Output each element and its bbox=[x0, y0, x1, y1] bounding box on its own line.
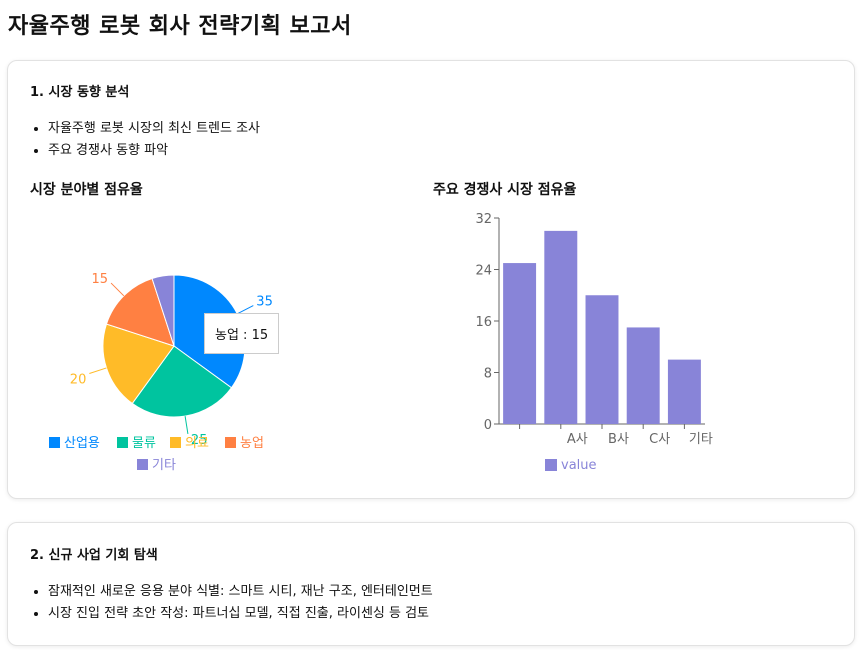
list-item: 잠재적인 새로운 응용 분야 식별: 스마트 시티, 재난 구조, 엔터테인먼트 bbox=[48, 581, 433, 603]
tooltip-separator: : bbox=[238, 328, 252, 343]
legend-swatch bbox=[49, 437, 60, 448]
bar bbox=[544, 230, 578, 424]
section-title: 1. 시장 동향 분석 bbox=[30, 85, 130, 100]
y-tick-label: 0 bbox=[484, 418, 492, 433]
tooltip-value: 15 bbox=[251, 328, 269, 343]
list-item: 시장 진입 전략 초안 작성: 파트너십 모델, 직접 진출, 라이센싱 등 검… bbox=[48, 603, 433, 625]
slice-label-line bbox=[89, 367, 107, 374]
y-tick-label: 8 bbox=[484, 367, 492, 382]
legend-swatch bbox=[117, 437, 128, 448]
slice-data-label: 35 bbox=[256, 295, 273, 310]
legend-label: value bbox=[561, 458, 597, 473]
legend-label: 의료 bbox=[185, 436, 209, 451]
legend-label: 농업 bbox=[240, 436, 264, 451]
slice-data-label: 25 bbox=[191, 433, 208, 448]
pie-slice bbox=[131, 345, 233, 418]
pie-slice bbox=[102, 323, 175, 405]
chart-tooltip: 농업 : 15 bbox=[204, 313, 280, 354]
section-title: 2. 신규 사업 기회 탐색 bbox=[30, 548, 158, 563]
legend-swatch bbox=[170, 437, 181, 448]
x-tick-label: 기타 bbox=[689, 432, 713, 447]
legend-swatch bbox=[225, 437, 236, 448]
legend-swatch bbox=[137, 459, 148, 470]
y-tick-label: 24 bbox=[475, 264, 492, 279]
tooltip-label: 농업 bbox=[215, 328, 239, 343]
bar bbox=[503, 263, 537, 424]
bar-chart[interactable]: 0 8 16 24 32 A사 B사 C사 기타 value bbox=[428, 206, 838, 486]
pie-slice bbox=[151, 274, 175, 347]
x-tick-label: B사 bbox=[608, 432, 629, 447]
new-business-card: 2. 신규 사업 기회 탐색 잠재적인 새로운 응용 분야 식별: 스마트 시티… bbox=[7, 522, 855, 646]
legend-swatch bbox=[545, 459, 557, 471]
legend-label: 기타 bbox=[152, 458, 176, 473]
bullet-list: 자율주행 로봇 시장의 최신 트렌드 조사 주요 경쟁사 동향 파악 bbox=[30, 118, 260, 162]
slice-data-label: 15 bbox=[92, 272, 109, 287]
bar bbox=[585, 295, 619, 424]
list-item: 자율주행 로봇 시장의 최신 트렌드 조사 bbox=[48, 118, 260, 140]
bullet-list: 잠재적인 새로운 응용 분야 식별: 스마트 시티, 재난 구조, 엔터테인먼트… bbox=[30, 581, 433, 625]
list-item: 주요 경쟁사 동향 파악 bbox=[48, 140, 260, 162]
bar bbox=[667, 359, 701, 424]
legend-label: 산업용 bbox=[64, 436, 100, 451]
x-tick-label: C사 bbox=[649, 432, 670, 447]
slice-label-line bbox=[184, 416, 189, 434]
slice-label-line bbox=[110, 282, 125, 297]
legend-label: 물류 bbox=[132, 436, 156, 451]
slice-data-label: 20 bbox=[70, 373, 87, 388]
bar bbox=[626, 327, 660, 424]
x-tick-label: A사 bbox=[567, 432, 588, 447]
y-tick-label: 16 bbox=[475, 315, 492, 330]
slice-label-line bbox=[237, 305, 254, 315]
pie-chart-title: 시장 분야별 점유율 bbox=[30, 182, 143, 198]
y-tick-label: 32 bbox=[475, 212, 492, 227]
page-title: 자율주행 로봇 회사 전략기획 보고서 bbox=[8, 14, 352, 39]
bar-chart-title: 주요 경쟁사 시장 점유율 bbox=[433, 182, 577, 198]
market-analysis-card: 1. 시장 동향 분석 자율주행 로봇 시장의 최신 트렌드 조사 주요 경쟁사… bbox=[7, 60, 855, 499]
